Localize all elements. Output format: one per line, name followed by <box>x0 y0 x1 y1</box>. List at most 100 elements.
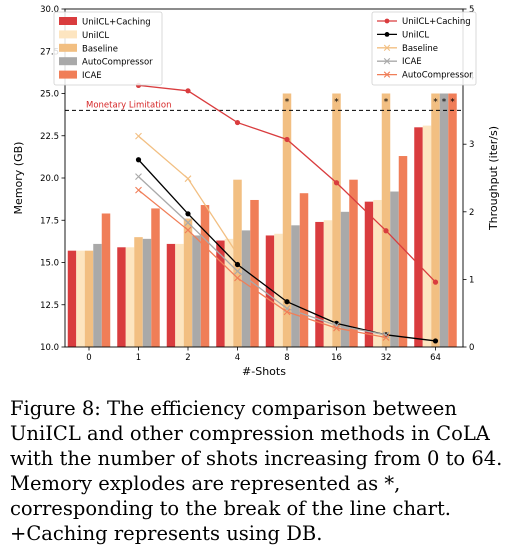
point-icae-1 <box>135 173 142 181</box>
point-uniicl-caching-2 <box>185 88 191 94</box>
explode-marker: * <box>384 98 389 108</box>
bar-icae-8 <box>299 193 309 347</box>
bar-uniicl-caching-8 <box>265 235 275 347</box>
bar-icae-0 <box>101 213 111 347</box>
y-tick-label: 22.5 <box>40 132 59 142</box>
point-autocompressor-1 <box>135 186 142 194</box>
line-legend: UniICL+Caching UniICL Baseline ICAE AutoComp… <box>371 11 477 86</box>
bar-uniicl-caching-1 <box>117 247 126 347</box>
point-autocompressor-8 <box>283 308 291 316</box>
bar-uniicl-0 <box>76 250 85 347</box>
point-icae-4 <box>234 267 241 275</box>
point-uniicl-caching-8 <box>284 136 290 143</box>
explode-marker: * <box>450 98 455 108</box>
bar-autocompressor-8 <box>291 225 300 347</box>
bar-legend-label: ICAE <box>82 71 102 81</box>
explode-marker: * <box>433 98 438 108</box>
y-tick-label: 10.0 <box>40 343 59 353</box>
bar-baseline-1 <box>134 237 143 347</box>
bar-uniicl-4 <box>224 238 234 347</box>
bar-legend-swatch <box>59 17 77 25</box>
point-uniicl-2 <box>185 211 191 217</box>
bar-uniicl-1 <box>125 247 135 347</box>
bar-baseline-32 <box>381 93 391 347</box>
bar-uniicl-caching-32 <box>364 201 374 347</box>
point-autocompressor-16 <box>333 324 340 332</box>
figure-caption: Figure 8: The efficiency comparison betw… <box>10 397 503 545</box>
point-uniicl-caching-16 <box>333 180 340 186</box>
explode-marker: * <box>334 98 339 108</box>
x-tick-label: 4 <box>235 353 240 363</box>
y-tick-label: 17.5 <box>40 216 59 226</box>
bar-legend-label: Baseline <box>82 44 118 54</box>
bar-uniicl-2 <box>175 243 184 347</box>
bar-baseline-8 <box>282 93 292 347</box>
y2-tick-label: 2 <box>469 208 474 218</box>
line-legend-marker <box>384 18 390 24</box>
line-legend-label: Baseline <box>402 44 438 54</box>
bar-baseline-64 <box>431 93 440 347</box>
y-tick-label: 15.0 <box>40 259 59 269</box>
point-uniicl-caching-32 <box>383 228 389 234</box>
x-tick-label: 2 <box>185 353 190 363</box>
bar-autocompressor-2 <box>192 235 201 347</box>
bar-uniicl-caching-4 <box>216 240 225 347</box>
bar-uniicl-8 <box>274 233 283 347</box>
bar-uniicl-32 <box>373 199 382 347</box>
point-baseline-1 <box>135 132 142 140</box>
x-tick-label: 64 <box>430 353 441 363</box>
bar-baseline-0 <box>84 250 94 347</box>
bar-icae-16 <box>349 179 358 347</box>
bar-legend-swatch <box>59 57 77 66</box>
line-legend-label: UniICL+Caching <box>402 17 471 27</box>
x-tick-label: 8 <box>284 353 289 363</box>
bar-uniicl-caching-2 <box>166 243 176 347</box>
bar-legend: UniICL+Caching UniICL Baseline AutoCompress… <box>53 11 163 86</box>
explode-marker-layer: * * * * * * <box>285 98 456 108</box>
line-icae <box>138 176 387 336</box>
line-legend-box <box>371 11 477 86</box>
line-autocompressor <box>138 189 387 339</box>
bar-uniicl-caching-16 <box>315 221 324 347</box>
explode-marker: * <box>285 98 290 108</box>
y2-tick-label: 3 <box>469 140 474 150</box>
point-uniicl-caching-4 <box>234 119 241 126</box>
bar-layer <box>67 93 457 347</box>
x-tick-label: 16 <box>331 353 342 363</box>
y-axis-label: Memory (GB) <box>12 142 25 215</box>
point-uniicl-1 <box>135 157 142 163</box>
bar-icae-32 <box>398 156 408 347</box>
bar-autocompressor-64 <box>439 93 449 347</box>
bar-autocompressor-1 <box>142 238 152 347</box>
bar-uniicl-64 <box>422 125 432 347</box>
bar-legend-label: UniICL+Caching <box>82 18 151 28</box>
x-tick-label: 0 <box>86 353 91 363</box>
point-autocompressor-2 <box>184 226 192 234</box>
y2-axis-label: Throughput (iter/s) <box>487 126 500 231</box>
y2-tick-label: 1 <box>469 275 474 285</box>
bar-autocompressor-16 <box>340 211 350 347</box>
y2-tick-label: 5 <box>469 5 474 15</box>
bar-uniicl-caching-0 <box>67 250 77 347</box>
line-legend-marker <box>383 58 391 65</box>
bar-legend-label: UniICL <box>82 31 109 41</box>
line-legend-label: AutoCompressor <box>402 71 473 81</box>
point-uniicl-caching-64 <box>432 279 439 285</box>
bar-icae-4 <box>250 199 259 347</box>
bar-uniicl-caching-64 <box>414 127 423 347</box>
x-axis-ticks: 0 1 2 4 8 16 32 64 <box>86 347 441 363</box>
point-autocompressor-32 <box>382 334 390 341</box>
bar-autocompressor-0 <box>93 243 102 347</box>
line-legend-label: ICAE <box>402 57 422 67</box>
x-tick-label: 32 <box>381 353 392 363</box>
point-baseline-2 <box>184 175 192 183</box>
line-legend-marker <box>383 71 391 78</box>
x-axis-label: #-Shots <box>242 365 286 378</box>
bar-baseline-2 <box>183 218 193 347</box>
point-icae-2 <box>184 219 192 227</box>
bar-icae-1 <box>151 208 160 347</box>
bar-autocompressor-4 <box>241 230 251 347</box>
bar-autocompressor-32 <box>390 191 399 347</box>
line-legend-marker <box>383 44 391 51</box>
y2-tick-label: 0 <box>469 343 474 353</box>
